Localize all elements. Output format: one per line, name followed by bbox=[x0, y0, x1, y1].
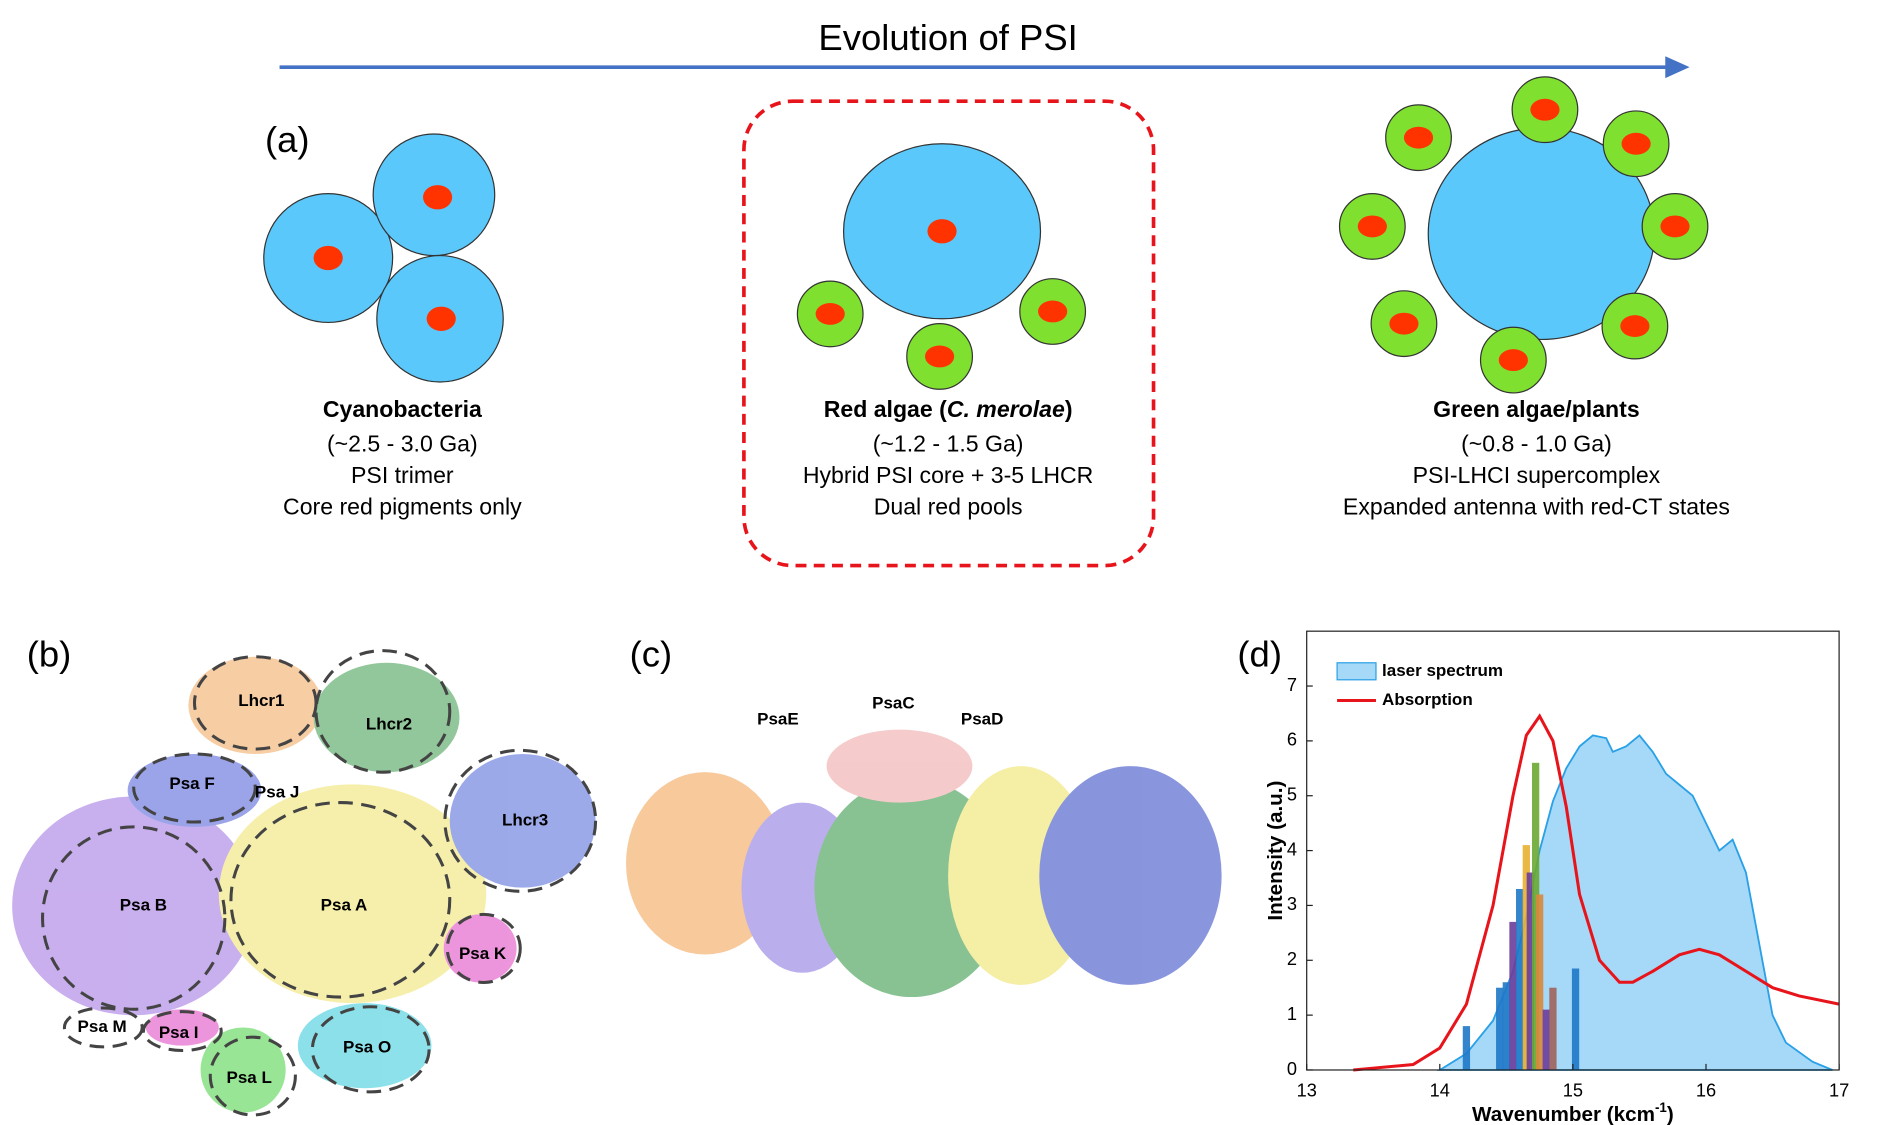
bar bbox=[1462, 1026, 1471, 1070]
red-pigment bbox=[1403, 126, 1434, 149]
organism-detail: Core red pigments only bbox=[283, 494, 522, 520]
arrow-head bbox=[1665, 56, 1690, 79]
y-tick-label: 5 bbox=[1287, 784, 1297, 805]
organism-detail: Expanded antenna with red-CT states bbox=[1343, 494, 1730, 520]
x-label-part: ) bbox=[1667, 1104, 1674, 1125]
subunit-labels: PsaE PsaC PsaD bbox=[757, 694, 1003, 729]
subunit-label: PsaD bbox=[961, 709, 1004, 728]
structure-b bbox=[12, 656, 596, 1113]
y-tick-label: 4 bbox=[1287, 838, 1297, 859]
bar bbox=[1509, 921, 1517, 1070]
red-pigment bbox=[1660, 215, 1690, 238]
y-tick-label: 7 bbox=[1287, 674, 1297, 695]
organism-name: Red algae (C. merolae) bbox=[824, 396, 1073, 422]
red-pigment bbox=[1621, 132, 1651, 155]
organism-detail: PSI-LHCI supercomplex bbox=[1413, 462, 1661, 488]
legend-label: laser spectrum bbox=[1382, 661, 1503, 680]
red-algae-psi bbox=[796, 143, 1087, 390]
legend-swatch bbox=[1336, 662, 1377, 681]
y-tick-label: 3 bbox=[1287, 893, 1297, 914]
bar bbox=[1571, 968, 1580, 1070]
green-psi bbox=[1338, 76, 1709, 394]
x-tick-label: 13 bbox=[1297, 1080, 1317, 1101]
spectrum-chart: 13 14 15 16 17 0 1 2 3 4 5 6 7 Wavenumber (kcm-1) Inte… bbox=[1264, 630, 1849, 1125]
name-part: Cyanobacteria bbox=[323, 396, 482, 422]
subunit-label: Psa B bbox=[120, 895, 167, 914]
subunit-labels: Lhcr1 Lhcr2 Psa F Psa J Lhcr3 Psa B Psa A Psa K… bbox=[78, 691, 549, 1087]
organism-detail: (~0.8 - 1.0 Ga) bbox=[1461, 430, 1612, 456]
structure-c bbox=[626, 729, 1222, 998]
y-axis-label: Intensity (a.u.) bbox=[1264, 781, 1287, 921]
y-tick-label: 0 bbox=[1287, 1058, 1297, 1079]
subunit-label: Lhcr3 bbox=[502, 810, 548, 829]
line bbox=[1353, 713, 1840, 1072]
bar bbox=[1531, 762, 1540, 1070]
x-tick-label: 15 bbox=[1563, 1080, 1583, 1101]
subunit-label: Psa K bbox=[459, 944, 507, 963]
bar bbox=[1526, 872, 1534, 1070]
organism-detail: Hybrid PSI core + 3-5 LHCR bbox=[803, 462, 1094, 488]
organism-name: Cyanobacteria bbox=[323, 396, 482, 422]
x-tick-label: 14 bbox=[1430, 1080, 1450, 1101]
bar bbox=[1535, 894, 1544, 1070]
subunit-label: PsaC bbox=[872, 694, 915, 713]
panel-label: (a) bbox=[265, 119, 310, 160]
panel-label: (d) bbox=[1237, 633, 1282, 674]
x-tick-label: 17 bbox=[1829, 1080, 1849, 1101]
organism-texts: Cyanobacteria (~2.5 - 3.0 Ga) PSI trimer Co… bbox=[283, 396, 1730, 519]
x-label-part: Wavenumber (kcm bbox=[1472, 1104, 1655, 1125]
subunit-label: Psa O bbox=[343, 1038, 391, 1057]
y-tick-label: 1 bbox=[1287, 1003, 1297, 1024]
x-tick-label: 16 bbox=[1696, 1080, 1716, 1101]
subunit-label: Lhcr1 bbox=[238, 691, 284, 710]
organism-detail: Dual red pools bbox=[874, 494, 1023, 520]
organism-detail: PSI trimer bbox=[351, 462, 454, 488]
organism-name: Green algae/plants bbox=[1433, 396, 1639, 422]
legend-label: Absorption bbox=[1382, 690, 1473, 709]
panel-label: (b) bbox=[27, 633, 72, 674]
highlight-box bbox=[742, 99, 1156, 568]
subunit-label: Psa M bbox=[78, 1017, 127, 1036]
organism-detail: (~2.5 - 3.0 Ga) bbox=[327, 430, 478, 456]
subunit-label: Psa L bbox=[227, 1068, 272, 1087]
red-pigment bbox=[1389, 312, 1419, 335]
organism-detail: (~1.2 - 1.5 Ga) bbox=[873, 430, 1024, 456]
trimer bbox=[263, 133, 504, 383]
subunit-label: Psa A bbox=[321, 895, 368, 914]
bar bbox=[1502, 982, 1510, 1070]
name-part: C. merolae bbox=[947, 396, 1065, 422]
red-pigment bbox=[1530, 98, 1560, 121]
subunit-outlines bbox=[41, 649, 598, 1117]
bar bbox=[1549, 987, 1557, 1070]
name-part: Red algae ( bbox=[824, 396, 947, 422]
subunit-label: Psa J bbox=[255, 782, 299, 801]
x-label-part: -1 bbox=[1655, 1100, 1667, 1115]
x-axis-label: Wavenumber (kcm-1) bbox=[1472, 1100, 1674, 1125]
subunit-label: Psa I bbox=[159, 1023, 199, 1042]
red-pigment bbox=[1357, 215, 1387, 238]
bar bbox=[1522, 845, 1530, 1070]
bar bbox=[1496, 987, 1504, 1070]
y-tick-label: 6 bbox=[1287, 729, 1297, 750]
red-pigment bbox=[1620, 315, 1650, 338]
panel-label: (c) bbox=[630, 633, 673, 674]
name-part: ) bbox=[1065, 396, 1073, 422]
figure-title: Evolution of PSI bbox=[818, 17, 1077, 58]
bar bbox=[1516, 888, 1524, 1070]
bar bbox=[1542, 1009, 1550, 1070]
subunit-label: PsaE bbox=[757, 709, 799, 728]
red-pigment bbox=[1498, 349, 1528, 372]
name-part: Green algae/plants bbox=[1433, 396, 1639, 422]
subunit-label: Lhcr2 bbox=[366, 714, 412, 733]
y-tick-label: 2 bbox=[1287, 948, 1297, 969]
subunit-label: Psa F bbox=[169, 774, 214, 793]
